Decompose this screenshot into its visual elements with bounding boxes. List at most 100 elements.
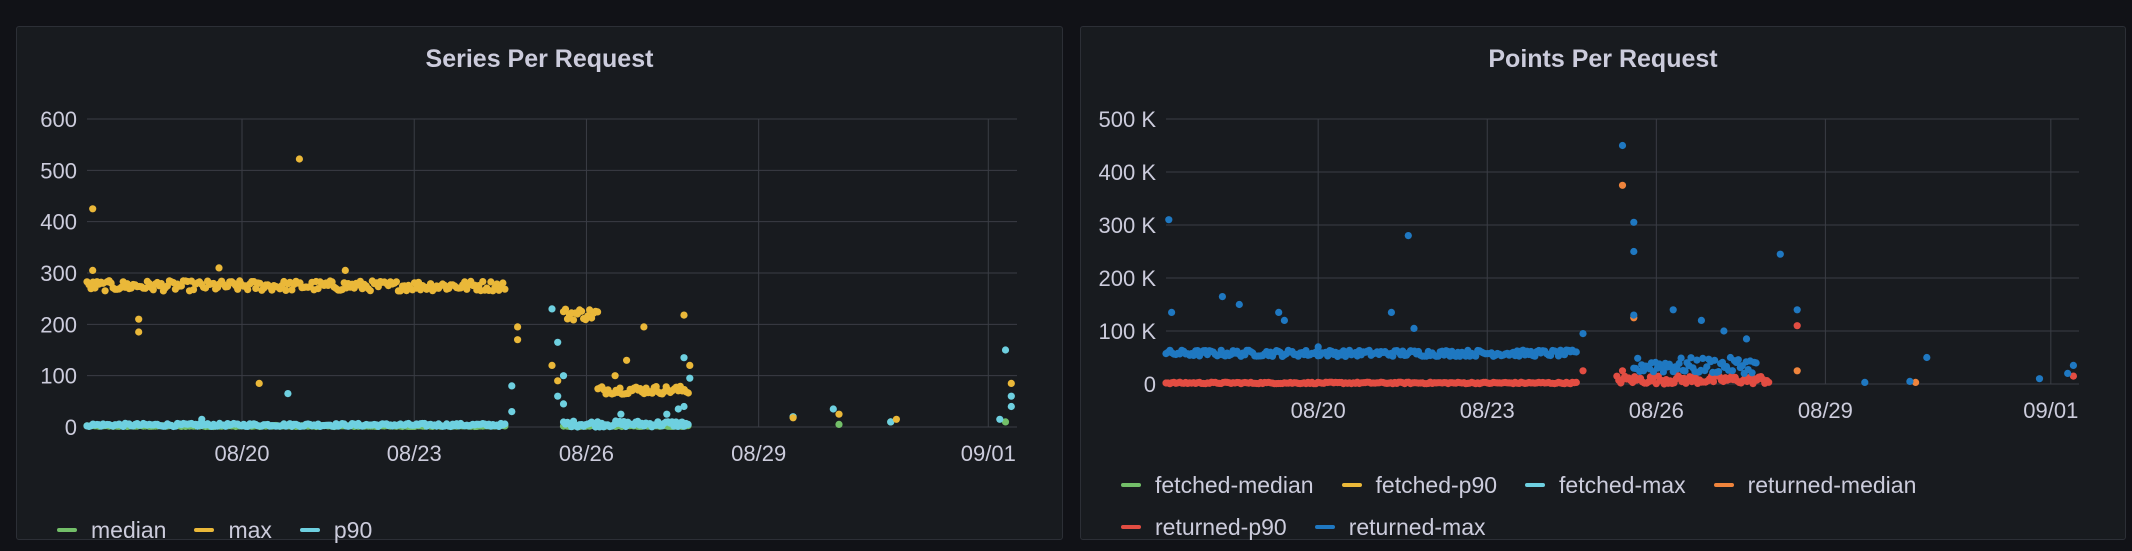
data-point — [1472, 352, 1480, 360]
legend-label: p90 — [333, 516, 373, 543]
data-point — [501, 420, 509, 428]
legend-item-fetched-max[interactable]: fetched-max — [1525, 464, 1686, 506]
data-point — [1734, 356, 1742, 364]
data-point — [1793, 306, 1801, 314]
legend-label: returned-median — [1747, 471, 1917, 498]
data-point — [1579, 367, 1587, 375]
data-point — [1923, 353, 1931, 362]
data-point — [101, 287, 109, 295]
legend-item-fetched-median[interactable]: fetched-median — [1121, 464, 1314, 506]
data-point — [2035, 375, 2044, 383]
data-point — [578, 307, 586, 315]
data-point — [1793, 367, 1801, 375]
x-tick-label: 08/29 — [1798, 398, 1853, 423]
data-point — [1715, 368, 1723, 376]
data-point — [89, 266, 97, 274]
data-point — [2069, 372, 2077, 380]
data-point — [1630, 311, 1638, 319]
data-point — [1618, 367, 1627, 375]
data-point — [1630, 218, 1638, 226]
y-tick-label: 200 K — [1099, 266, 1157, 291]
data-point — [680, 402, 688, 411]
series-max — [83, 155, 1015, 423]
y-tick-label: 400 — [40, 210, 77, 235]
data-point — [1634, 354, 1642, 362]
data-point — [514, 323, 522, 331]
y-tick-label: 500 K — [1099, 107, 1157, 132]
legend-item-fetched-p90[interactable]: fetched-p90 — [1341, 464, 1497, 506]
data-point — [135, 328, 143, 336]
data-point — [548, 305, 556, 313]
data-point — [684, 389, 692, 397]
data-point — [1728, 367, 1736, 375]
data-point — [1675, 359, 1683, 368]
data-point — [1404, 232, 1412, 240]
series-per-request-chart: 0 100 200 300 400 500 600 08/20 08/23 08/26 08/29 0… — [40, 107, 1017, 466]
legend-label: fetched-max — [1559, 471, 1686, 498]
data-point — [501, 285, 509, 293]
data-point — [314, 285, 322, 293]
data-point — [611, 372, 619, 380]
data-point — [295, 155, 303, 163]
data-point — [1007, 392, 1015, 400]
legend-swatch — [1525, 483, 1546, 487]
data-point — [392, 278, 400, 286]
data-point — [215, 264, 223, 272]
y-tick-label: 100 — [40, 364, 77, 389]
data-point — [1793, 322, 1801, 330]
data-point — [1669, 306, 1677, 314]
data-point — [1314, 343, 1322, 351]
data-point — [1742, 335, 1751, 343]
legend-item-returned-p90[interactable]: returned-p90 — [1121, 506, 1287, 548]
data-point — [1165, 216, 1173, 224]
data-point — [1275, 308, 1283, 316]
data-point — [1659, 368, 1667, 376]
x-tick-label: 08/23 — [1460, 398, 1515, 423]
data-point — [1697, 316, 1705, 324]
data-point — [1699, 354, 1707, 362]
legend-swatch — [299, 528, 320, 532]
data-point — [1168, 308, 1176, 316]
data-point — [284, 390, 292, 398]
data-point — [623, 356, 631, 364]
data-point — [1711, 356, 1719, 364]
data-point — [680, 311, 688, 319]
data-point — [135, 315, 143, 323]
legend-swatch — [1314, 525, 1335, 529]
y-tick-label: 500 — [40, 158, 77, 183]
legend-item-returned-median[interactable]: returned-median — [1713, 464, 1917, 506]
data-point — [594, 308, 602, 316]
legend-item-median[interactable]: median — [57, 509, 166, 551]
legend-item-max[interactable]: max — [194, 509, 272, 551]
data-point — [1007, 402, 1015, 411]
x-tick-label: 08/23 — [387, 441, 442, 466]
data-point — [508, 382, 516, 390]
data-point — [892, 415, 901, 423]
data-point — [1572, 348, 1580, 356]
data-point — [1693, 356, 1701, 364]
data-point — [1776, 250, 1784, 258]
y-tick-label: 0 — [65, 415, 77, 440]
legend-item-p90[interactable]: p90 — [299, 509, 373, 551]
data-point — [499, 279, 507, 287]
legend-item-returned-max[interactable]: returned-max — [1314, 506, 1485, 548]
data-point — [674, 405, 682, 413]
legend-label: returned-p90 — [1155, 513, 1287, 540]
points-per-request-panel: Points Per Request 0 100 K 200 K 300 K 400 K… — [1080, 26, 2126, 540]
data-point — [282, 286, 290, 294]
data-point — [244, 286, 252, 294]
data-point — [288, 286, 296, 294]
data-point — [1906, 377, 1914, 385]
data-point — [1703, 363, 1711, 371]
data-point — [559, 400, 568, 408]
panel-title: Series Per Request — [425, 45, 654, 73]
data-point — [149, 286, 157, 294]
y-tick-label: 400 K — [1099, 160, 1157, 185]
data-point — [141, 284, 149, 292]
data-point — [789, 414, 797, 422]
x-tick-label: 08/20 — [214, 441, 269, 466]
data-point — [1752, 359, 1760, 367]
data-point — [1218, 293, 1226, 301]
data-point — [887, 418, 895, 426]
series-per-request-panel: Series Per Request 0 100 200 300 400 500 600 08… — [16, 26, 1063, 543]
